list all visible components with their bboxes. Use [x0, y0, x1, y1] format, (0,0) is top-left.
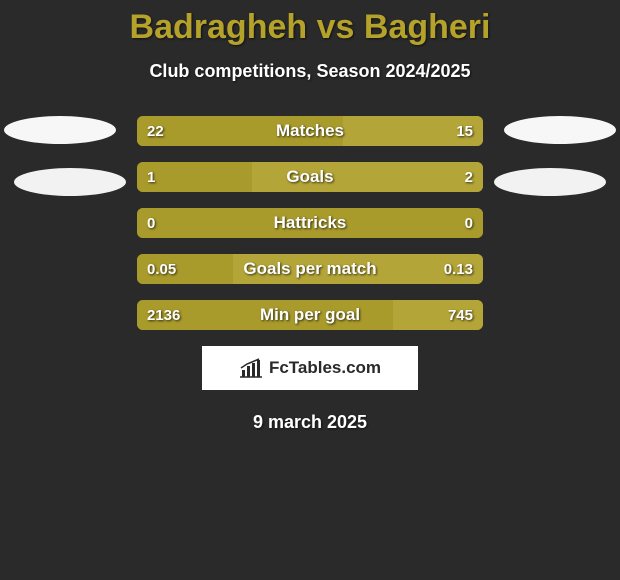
- stats-area: 2215Matches 12Goals 00Hattricks 0.050.13Goa…: [0, 116, 620, 330]
- player-badge-right: [494, 168, 606, 196]
- title-player-right: Bagheri: [364, 8, 491, 46]
- stat-fill-right: [233, 254, 483, 284]
- page-title: Badragheh vs Bagheri: [0, 0, 620, 47]
- brand-box[interactable]: FcTables.com: [202, 346, 418, 390]
- stat-fill-left: [137, 208, 483, 238]
- player-badge-right: [504, 116, 616, 144]
- stat-fill-right: [343, 116, 483, 146]
- stat-fill-right: [252, 162, 483, 192]
- stat-row: 12Goals: [137, 162, 483, 192]
- stat-fill-left: [137, 254, 233, 284]
- stat-row: 0.050.13Goals per match: [137, 254, 483, 284]
- stat-row: 2136745Min per goal: [137, 300, 483, 330]
- title-player-left: Badragheh: [130, 8, 308, 46]
- stat-fill-left: [137, 116, 343, 146]
- stat-row: 2215Matches: [137, 116, 483, 146]
- brand-text: FcTables.com: [269, 358, 381, 378]
- page-subtitle: Club competitions, Season 2024/2025: [0, 61, 620, 82]
- bar-chart-icon: [239, 358, 263, 378]
- stat-row: 00Hattricks: [137, 208, 483, 238]
- comparison-bars: 2215Matches 12Goals 00Hattricks 0.050.13Goa…: [137, 116, 483, 330]
- player-badge-left: [4, 116, 116, 144]
- title-vs: vs: [307, 8, 364, 46]
- date-line: 9 march 2025: [0, 412, 620, 433]
- player-badge-left: [14, 168, 126, 196]
- stat-fill-left: [137, 162, 252, 192]
- stat-fill-right: [393, 300, 483, 330]
- stat-fill-left: [137, 300, 393, 330]
